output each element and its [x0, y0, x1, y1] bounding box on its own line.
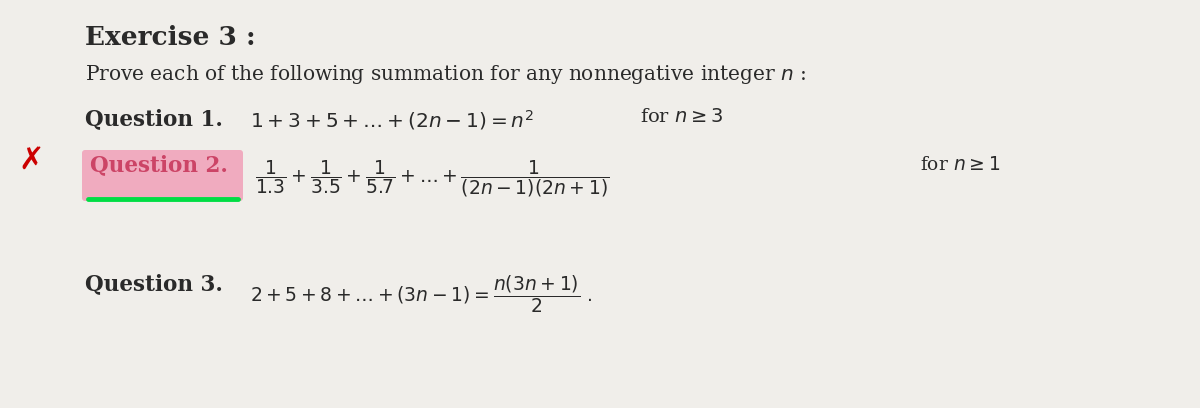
Text: Exercise 3 :: Exercise 3 :: [85, 25, 256, 50]
Text: Question 1.: Question 1.: [85, 108, 223, 130]
Text: for $n\geq 3$: for $n\geq 3$: [640, 108, 724, 126]
Text: Question 3.: Question 3.: [85, 273, 223, 295]
Text: ✗: ✗: [18, 146, 43, 175]
Text: $2+5+8+\ldots+(3n-1)=\dfrac{n(3n+1)}{2}\ .$: $2+5+8+\ldots+(3n-1)=\dfrac{n(3n+1)}{2}\…: [250, 273, 593, 315]
Text: $\dfrac{1}{1.3}+\dfrac{1}{3.5}+\dfrac{1}{5.7}+\ldots+\dfrac{1}{(2n-1)(2n+1)}$: $\dfrac{1}{1.3}+\dfrac{1}{3.5}+\dfrac{1}…: [256, 158, 610, 199]
FancyBboxPatch shape: [82, 150, 242, 201]
Text: for $n\geq 1$: for $n\geq 1$: [920, 156, 1000, 174]
Text: Prove each of the following summation for any nonnegative integer $n$ :: Prove each of the following summation fo…: [85, 63, 806, 86]
Text: $1+3+5+\ldots+(2n-1)=n^2$: $1+3+5+\ldots+(2n-1)=n^2$: [250, 108, 534, 132]
Text: Question 2.: Question 2.: [90, 154, 228, 176]
